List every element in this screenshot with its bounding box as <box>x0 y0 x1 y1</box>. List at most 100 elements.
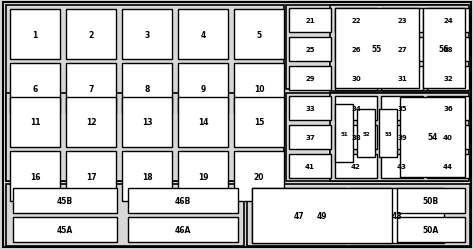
Bar <box>234 10 284 60</box>
Bar <box>381 96 423 120</box>
Text: 6: 6 <box>32 84 37 93</box>
Text: 38: 38 <box>351 134 361 140</box>
Bar <box>286 6 468 90</box>
Bar <box>423 9 465 89</box>
Text: 31: 31 <box>397 76 407 82</box>
Text: 50A: 50A <box>423 225 439 234</box>
Bar <box>335 9 377 33</box>
Bar <box>247 184 470 246</box>
Bar <box>335 154 377 178</box>
Bar <box>122 10 172 60</box>
Bar <box>13 217 117 242</box>
Bar <box>178 98 228 148</box>
Text: 45B: 45B <box>57 196 73 205</box>
Bar <box>10 10 60 60</box>
Text: 17: 17 <box>86 172 96 181</box>
Bar <box>252 188 346 243</box>
Text: 1: 1 <box>32 30 37 39</box>
Text: 41: 41 <box>305 163 315 169</box>
Bar <box>350 188 444 243</box>
Text: 44: 44 <box>443 163 453 169</box>
Bar <box>234 64 284 114</box>
Bar <box>234 98 284 148</box>
Text: 45A: 45A <box>57 225 73 234</box>
Text: 39: 39 <box>397 134 407 140</box>
Bar <box>335 96 377 120</box>
Text: 46A: 46A <box>175 225 191 234</box>
Text: 11: 11 <box>30 118 40 127</box>
Bar <box>128 188 238 213</box>
Text: 32: 32 <box>443 76 453 82</box>
Bar <box>122 64 172 114</box>
Bar <box>397 188 465 213</box>
Bar <box>289 126 331 150</box>
Text: 2: 2 <box>88 30 94 39</box>
Text: 25: 25 <box>305 47 315 53</box>
Bar <box>381 154 423 178</box>
Text: 53: 53 <box>384 131 392 136</box>
Bar <box>122 152 172 201</box>
Text: 54: 54 <box>428 133 438 142</box>
Text: 42: 42 <box>351 163 361 169</box>
Text: 36: 36 <box>443 106 453 112</box>
Bar <box>357 110 375 157</box>
Bar <box>335 104 353 162</box>
Text: 9: 9 <box>201 84 206 93</box>
Bar <box>400 98 465 177</box>
Text: 50B: 50B <box>423 196 439 205</box>
Bar <box>381 126 423 150</box>
Text: 35: 35 <box>397 106 407 112</box>
Text: 3: 3 <box>145 30 150 39</box>
Text: 23: 23 <box>397 18 407 24</box>
Bar <box>13 188 117 213</box>
Bar <box>289 96 331 120</box>
Text: 29: 29 <box>305 76 315 82</box>
Bar <box>6 6 284 181</box>
Bar <box>178 152 228 201</box>
Text: 40: 40 <box>443 134 453 140</box>
Bar <box>381 67 423 91</box>
Bar <box>335 38 377 62</box>
Text: 46B: 46B <box>175 196 191 205</box>
Bar <box>178 10 228 60</box>
Text: 18: 18 <box>142 172 152 181</box>
Text: 10: 10 <box>254 84 264 93</box>
Bar <box>335 67 377 91</box>
Bar <box>289 38 331 62</box>
Text: 12: 12 <box>86 118 96 127</box>
Bar <box>66 152 116 201</box>
Text: 22: 22 <box>351 18 361 24</box>
Text: 19: 19 <box>198 172 208 181</box>
Bar <box>66 10 116 60</box>
Bar <box>289 67 331 91</box>
Text: 34: 34 <box>351 106 361 112</box>
Text: 26: 26 <box>351 47 361 53</box>
Bar <box>6 94 284 181</box>
Bar <box>10 152 60 201</box>
Bar <box>330 94 469 181</box>
Bar <box>122 98 172 148</box>
Bar <box>427 154 469 178</box>
Text: 20: 20 <box>254 172 264 181</box>
Bar <box>427 9 469 33</box>
Bar <box>335 9 419 89</box>
Bar <box>427 96 469 120</box>
Text: 55: 55 <box>372 44 382 53</box>
Text: 13: 13 <box>142 118 152 127</box>
Text: 28: 28 <box>443 47 453 53</box>
Text: 43: 43 <box>397 163 407 169</box>
Bar <box>66 98 116 148</box>
Text: 47: 47 <box>294 211 304 220</box>
Text: 7: 7 <box>88 84 94 93</box>
Text: 24: 24 <box>443 18 453 24</box>
Text: 8: 8 <box>144 84 150 93</box>
Text: 52: 52 <box>362 131 370 136</box>
Bar <box>10 98 60 148</box>
Bar <box>427 67 469 91</box>
Bar <box>286 94 468 181</box>
Text: 4: 4 <box>201 30 206 39</box>
Text: 16: 16 <box>30 172 40 181</box>
Text: 51: 51 <box>340 131 348 136</box>
Bar <box>330 6 469 92</box>
Bar <box>381 9 423 33</box>
